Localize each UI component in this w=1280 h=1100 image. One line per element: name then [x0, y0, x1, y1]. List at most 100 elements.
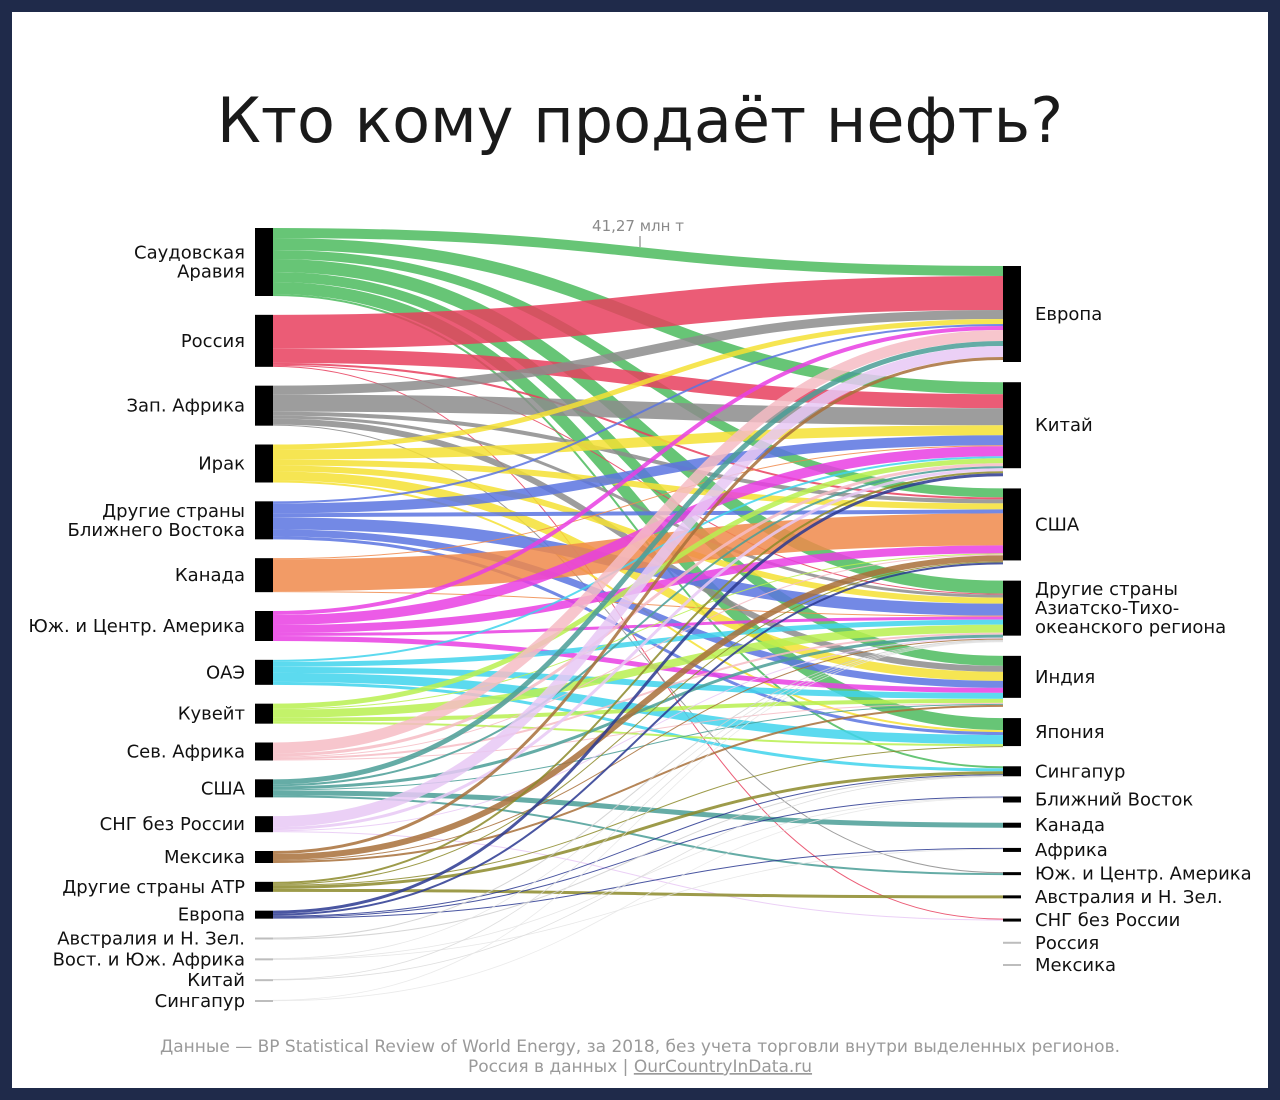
flow-na-to-EU	[272, 330, 1004, 754]
flow-mx-to-EU	[272, 357, 1004, 854]
source-label-esa-line: Вост. и Юж. Африка	[53, 949, 245, 970]
flow-oap-to-US	[272, 561, 1004, 885]
source-label-sa-line: Саудовская	[134, 243, 245, 264]
source-node-esa	[255, 958, 273, 961]
target-label-OAP-line: Другие страны	[1035, 579, 1178, 600]
flow-kw-to-OAP	[272, 624, 1004, 718]
source-label-us: США	[201, 778, 246, 799]
source-node-cis	[255, 816, 273, 833]
target-label-ME-line: Ближний Восток	[1035, 790, 1193, 811]
flow-sg-to-OAP	[272, 641, 1004, 1001]
target-label-ANZ-line: Австралия и Н. Зел.	[1035, 887, 1223, 908]
flow-ru-to-EU	[272, 276, 1004, 349]
flow-anz-to-SG	[272, 775, 1004, 940]
source-node-cn	[255, 979, 273, 982]
source-label-ae-line: ОАЭ	[206, 662, 245, 683]
flow-mx-to-OAP	[272, 638, 1004, 861]
target-label-JP: Япония	[1035, 722, 1105, 743]
source-node-oap	[255, 881, 273, 892]
flow-us-to-OAP	[272, 634, 1004, 790]
flow-oap-to-CN	[272, 471, 1004, 884]
target-label-SG: Сингапур	[1035, 761, 1125, 782]
source-label-sca-line: Юж. и Центр. Америка	[28, 616, 245, 637]
footer-credit-prefix: Россия в данных |	[468, 1057, 634, 1077]
chart-title: Кто кому продаёт нефть?	[217, 84, 1063, 157]
source-label-ome: Другие страны Ближнего Востока	[68, 501, 245, 541]
flow-na-to-OAP	[272, 632, 1004, 760]
target-label-AF-line: Африка	[1035, 840, 1108, 861]
target-label-EU-line: Европа	[1035, 304, 1102, 325]
target-node-JP	[1003, 718, 1021, 747]
target-label-SG-line: Сингапур	[1035, 761, 1125, 782]
source-label-na: Сев. Африка	[127, 742, 245, 763]
source-label-iq-line: Ирак	[198, 454, 245, 475]
footer-source: Данные — BP Statistical Review of World …	[160, 1037, 1120, 1057]
source-label-iq: Ирак	[198, 454, 245, 475]
source-node-kw	[255, 703, 273, 724]
source-label-sca: Юж. и Центр. Америка	[28, 616, 245, 637]
target-label-CN: Китай	[1035, 415, 1093, 436]
target-node-CA	[1003, 822, 1021, 828]
target-node-SCA	[1003, 872, 1021, 876]
source-label-ca: Канада	[175, 565, 245, 586]
source-node-ru	[255, 314, 273, 367]
source-node-us	[255, 779, 273, 798]
source-node-iq	[255, 444, 273, 483]
flow-ae-to-OAP	[272, 619, 1004, 667]
source-node-na	[255, 742, 273, 761]
flow-value-annotation: 41,27 млн т	[592, 217, 684, 235]
annotation: 41,27 млн т	[592, 217, 684, 247]
target-label-ANZ: Австралия и Н. Зел.	[1035, 887, 1223, 908]
target-node-US	[1003, 488, 1021, 561]
target-node-OAP	[1003, 580, 1021, 636]
target-label-CA: Канада	[1035, 815, 1105, 836]
source-label-eu: Европа	[178, 905, 245, 926]
source-label-cis: СНГ без России	[100, 814, 245, 835]
flow-ome-to-EU	[272, 324, 1004, 504]
flow-iq-to-IN	[272, 471, 1004, 681]
source-node-wa	[255, 385, 273, 426]
source-label-ome-line: Ближнего Востока	[68, 520, 245, 541]
target-label-MX: Мексика	[1035, 955, 1116, 976]
target-label-IN-line: Индия	[1035, 667, 1095, 688]
source-label-cn-line: Китай	[187, 970, 245, 991]
source-label-eu-line: Европа	[178, 905, 245, 926]
flow-esa-to-OAP	[272, 640, 1004, 959]
source-label-ome-line: Другие страны	[102, 501, 245, 522]
target-label-JP-line: Япония	[1035, 722, 1105, 743]
footer-site-link[interactable]: OurCountryInData.ru	[634, 1057, 812, 1077]
flow-iq-to-US	[272, 459, 1004, 510]
source-label-anz-line: Австралия и Н. Зел.	[57, 929, 245, 950]
source-node-anz	[255, 937, 273, 940]
source-label-ru-line: Россия	[181, 331, 245, 352]
source-label-us-line: США	[201, 778, 246, 799]
source-label-sg-line: Сингапур	[155, 991, 245, 1012]
target-node-EU	[1003, 266, 1021, 362]
target-label-AF: Африка	[1035, 840, 1108, 861]
target-label-SCA: Юж. и Центр. Америка	[1035, 864, 1252, 885]
flow-cis-to-CN	[272, 468, 1004, 831]
source-node-sa	[255, 228, 273, 296]
target-label-SCA-line: Юж. и Центр. Америка	[1035, 864, 1252, 885]
flow-sa-to-OAP	[272, 259, 1004, 594]
source-label-kw-line: Кувейт	[178, 704, 245, 725]
flow-sca-to-EU	[272, 326, 1004, 615]
target-label-US-line: США	[1035, 514, 1080, 535]
flow-na-to-CN	[272, 463, 1004, 757]
source-node-ae	[255, 659, 273, 685]
target-label-CIS: СНГ без России	[1035, 910, 1180, 931]
flow-anz-to-OAP	[272, 639, 1004, 939]
flow-cis-to-CIS	[272, 831, 1004, 921]
source-label-cis-line: СНГ без России	[100, 814, 245, 835]
source-label-anz: Австралия и Н. Зел.	[57, 929, 245, 950]
target-label-OAP-line: Азиатско-Тихо-	[1035, 598, 1179, 619]
flows-layer	[272, 228, 1004, 1002]
flow-sg-to-ME	[272, 797, 1004, 1002]
source-label-oap-line: Другие страны АТР	[62, 877, 245, 898]
labels-layer: Саудовская Аравия Россия Зап. Африка Ирак Дру…	[28, 243, 1251, 1013]
target-label-CN-line: Китай	[1035, 415, 1093, 436]
target-node-SG	[1003, 766, 1021, 777]
source-node-ca	[255, 558, 273, 593]
target-label-OAP: Другие страны Азиатско-Тихо-океанского ре…	[1035, 579, 1226, 638]
